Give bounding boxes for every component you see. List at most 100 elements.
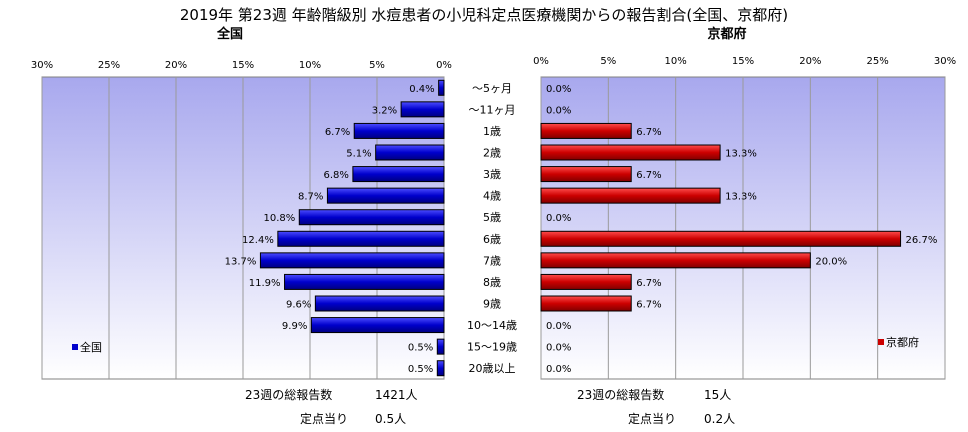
bar-national: [400, 101, 445, 118]
tick-label: 0%: [436, 60, 452, 71]
data-label-kyoto: 13.3%: [725, 192, 757, 203]
data-label-kyoto: 6.7%: [636, 300, 661, 311]
category-label: 15～19歳: [467, 341, 517, 354]
category-label: 6歳: [483, 233, 501, 246]
panel-title-national: 全国: [216, 26, 243, 42]
data-label-national: 0.5%: [408, 343, 433, 354]
summary-national-total-label: 23週の総報告数: [245, 387, 332, 402]
category-label: 7歳: [483, 254, 501, 267]
bar-kyoto: [540, 295, 632, 312]
category-label: 5歳: [483, 211, 501, 224]
category-labels: ～5ヶ月 ～11ヶ月 1歳 2歳 3歳 4歳 5歳 6歳 7歳 8歳 9歳 10～14歳 15～19歳 2…: [467, 82, 517, 375]
summary-kyoto-per-value: 0.2人: [704, 412, 735, 426]
tick-label: 15%: [232, 60, 254, 71]
tick-label: 5%: [369, 60, 385, 71]
data-label-national: 6.7%: [325, 127, 350, 138]
tick-label: 30%: [31, 60, 53, 71]
tick-label: 10%: [299, 60, 321, 71]
bar-national: [438, 79, 445, 96]
bar-national: [436, 338, 445, 355]
bar-kyoto: [540, 144, 721, 161]
tick-label: 25%: [867, 56, 889, 67]
bar-national: [326, 187, 445, 204]
data-label-national: 6.8%: [323, 170, 348, 181]
axis-ticks-national: 0% 5% 10% 15% 20% 25% 30%: [31, 60, 452, 71]
tick-label: 20%: [799, 56, 821, 67]
data-label-kyoto: 6.7%: [636, 278, 661, 289]
bars-national: [259, 79, 445, 377]
bar-national: [352, 166, 445, 183]
bar-national: [436, 360, 445, 377]
category-label: 20歳以上: [469, 362, 516, 375]
bar-kyoto: [540, 252, 811, 269]
tick-label: 5%: [600, 56, 616, 67]
data-label-kyoto: 0.0%: [546, 321, 571, 332]
category-label: 9歳: [483, 298, 501, 311]
gridlines-kyoto: [540, 77, 946, 379]
data-labels-kyoto: 0.0% 0.0% 6.7% 13.3% 6.7% 13.3% 0.0% 26.7% 20.0%…: [546, 84, 937, 375]
data-label-national: 10.8%: [263, 213, 295, 224]
summary-kyoto-total-label: 23週の総報告数: [577, 387, 664, 402]
legend-swatch-national: [72, 344, 78, 350]
bar-national: [310, 317, 445, 334]
data-label-national: 5.1%: [346, 149, 371, 160]
summary-national-total-value: 1421人: [375, 388, 418, 402]
bar-national: [277, 230, 445, 247]
data-label-kyoto: 13.3%: [725, 149, 757, 160]
data-label-national: 9.6%: [286, 300, 311, 311]
data-label-kyoto: 20.0%: [815, 256, 847, 267]
legend-national: 全国: [72, 340, 102, 354]
legend-kyoto: 京都府: [878, 335, 919, 349]
data-label-national: 9.9%: [282, 321, 307, 332]
tick-label: 0%: [533, 56, 549, 67]
data-label-kyoto: 26.7%: [906, 235, 938, 246]
data-label-kyoto: 6.7%: [636, 127, 661, 138]
category-label: ～5ヶ月: [472, 82, 512, 95]
bar-national: [259, 252, 445, 269]
data-label-kyoto: 6.7%: [636, 170, 661, 181]
data-label-kyoto: 0.0%: [546, 343, 571, 354]
data-label-national: 11.9%: [249, 278, 281, 289]
category-label: 10～14歳: [467, 319, 517, 332]
bar-national: [298, 209, 445, 226]
category-label: 8歳: [483, 276, 501, 289]
category-label: 1歳: [483, 125, 501, 138]
legend-label-national: 全国: [80, 340, 102, 354]
category-label: 3歳: [483, 168, 501, 181]
category-label: ～11ヶ月: [469, 103, 516, 116]
legend-swatch-kyoto: [878, 339, 884, 345]
data-label-national: 0.5%: [408, 364, 433, 375]
data-label-national: 13.7%: [225, 256, 257, 267]
category-label: 4歳: [483, 190, 501, 203]
data-label-kyoto: 0.0%: [546, 84, 571, 95]
data-label-national: 0.4%: [409, 84, 434, 95]
bar-kyoto: [540, 230, 902, 247]
axis-ticks-kyoto: 0% 5% 10% 15% 20% 25% 30%: [533, 56, 956, 67]
panel-title-kyoto: 京都府: [707, 26, 746, 42]
data-label-kyoto: 0.0%: [546, 105, 571, 116]
bar-national: [375, 144, 445, 161]
bar-national: [284, 273, 445, 290]
tick-label: 20%: [165, 60, 187, 71]
bar-national: [353, 122, 445, 139]
data-label-national: 12.4%: [242, 235, 274, 246]
data-label-national: 3.2%: [372, 105, 397, 116]
tick-label: 15%: [732, 56, 754, 67]
data-labels-national: 0.4% 3.2% 6.7% 5.1% 6.8%8.7%10.8% 12.4% 13.7% 1…: [225, 84, 435, 375]
data-label-national: 8.7%: [298, 192, 323, 203]
tick-label: 10%: [665, 56, 687, 67]
data-label-kyoto: 0.0%: [546, 213, 571, 224]
bar-national: [314, 295, 445, 312]
tick-label: 25%: [98, 60, 120, 71]
bar-kyoto: [540, 166, 632, 183]
bars-kyoto: [540, 122, 902, 312]
bar-kyoto: [540, 187, 721, 204]
chart-title: 2019年 第23週 年齢階級別 水痘患者の小児科定点医療機関からの報告割合(全…: [180, 6, 788, 24]
data-label-kyoto: 0.0%: [546, 364, 571, 375]
tick-label: 30%: [934, 56, 956, 67]
bar-kyoto: [540, 273, 632, 290]
summary-kyoto-total-value: 15人: [704, 388, 731, 402]
summary-national-per-label: 定点当り: [300, 411, 348, 426]
